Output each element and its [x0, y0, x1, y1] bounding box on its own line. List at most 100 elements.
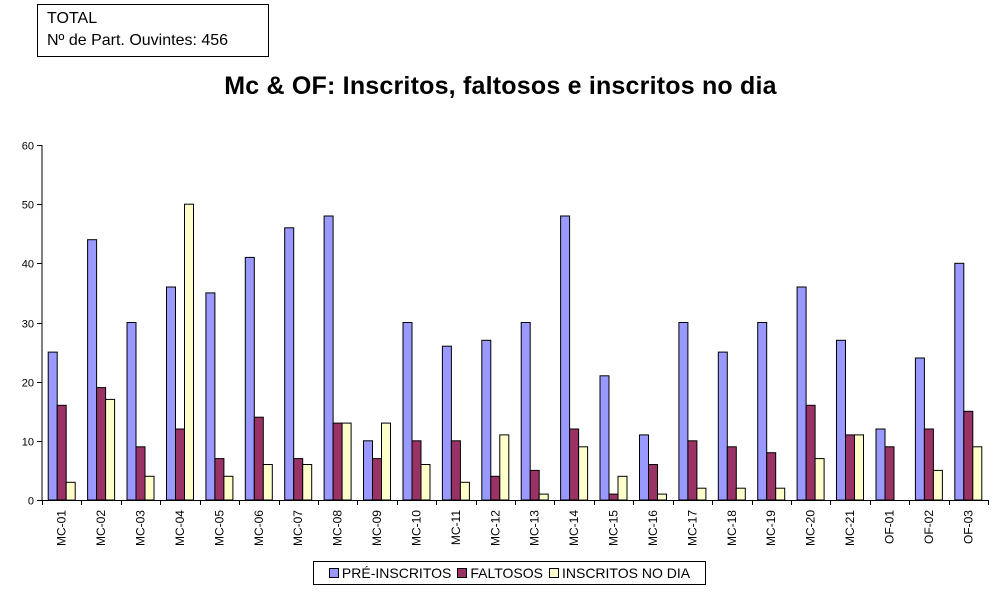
bar-faltosos-mc-19 — [766, 452, 777, 501]
bar-faltosos-mc-09 — [372, 458, 382, 501]
bar-faltosos-mc-15 — [608, 493, 619, 501]
x-tick-label: MC-17 — [685, 510, 699, 546]
bar-pr-inscritos-mc-20 — [796, 286, 807, 501]
legend-swatch-inscritos-no-dia — [548, 568, 559, 578]
bar-faltosos-mc-14 — [569, 428, 580, 501]
bar-pr-inscritos-mc-18 — [717, 351, 728, 501]
bar-faltosos-mc-01 — [56, 404, 67, 501]
bar-pr-inscritos-mc-01 — [47, 351, 58, 501]
bar-faltosos-mc-02 — [96, 387, 107, 501]
bar-pr-inscritos-mc-02 — [87, 239, 98, 501]
bar-inscritos-no-dia-mc-15 — [617, 475, 628, 501]
bar-pr-inscritos-mc-12 — [481, 339, 492, 501]
x-tick-label: OF-01 — [882, 510, 896, 544]
bar-pr-inscritos-mc-21 — [836, 339, 846, 501]
bar-faltosos-mc-16 — [648, 464, 658, 501]
bar-inscritos-no-dia-mc-19 — [775, 487, 786, 501]
bar-faltosos-mc-12 — [490, 475, 501, 501]
bar-inscritos-no-dia-mc-01 — [65, 481, 76, 501]
bar-inscritos-no-dia-mc-13 — [538, 493, 549, 501]
legend-item-inscritos-no-dia: INSCRITOS NO DIA — [548, 565, 690, 581]
bar-pr-inscritos-mc-15 — [599, 375, 610, 501]
bar-pr-inscritos-mc-09 — [363, 440, 373, 501]
x-tick-label: MC-13 — [528, 510, 542, 546]
bar-inscritos-no-dia-mc-02 — [105, 398, 116, 501]
bar-pr-inscritos-of-02 — [914, 357, 925, 501]
bar-pr-inscritos-mc-06 — [244, 256, 255, 501]
info-box: TOTAL Nº de Part. Ouvintes: 456 — [37, 4, 269, 57]
bar-pr-inscritos-mc-07 — [284, 227, 295, 501]
bar-inscritos-no-dia-mc-12 — [499, 434, 510, 501]
bar-inscritos-no-dia-of-03 — [972, 446, 983, 501]
bar-pr-inscritos-mc-17 — [678, 322, 689, 501]
x-tick-label: MC-05 — [212, 510, 226, 546]
bar-pr-inscritos-of-01 — [875, 428, 886, 501]
bar-faltosos-mc-07 — [293, 458, 304, 501]
bar-faltosos-mc-06 — [253, 416, 264, 501]
bar-pr-inscritos-mc-04 — [166, 286, 176, 501]
x-tick-label: OF-03 — [961, 510, 975, 544]
bar-faltosos-mc-13 — [529, 469, 540, 501]
x-tick-label: MC-07 — [291, 510, 305, 546]
bar-faltosos-mc-17 — [687, 440, 698, 501]
bar-pr-inscritos-mc-19 — [757, 322, 768, 501]
bar-pr-inscritos-of-03 — [954, 262, 965, 501]
bar-inscritos-no-dia-mc-20 — [814, 458, 825, 501]
legend-label-faltosos: FALTOSOS — [470, 565, 543, 581]
y-tick-label: 20 — [22, 378, 34, 390]
y-tick-label: 10 — [22, 437, 34, 449]
bar-faltosos-mc-03 — [135, 446, 146, 501]
bar-inscritos-no-dia-mc-09 — [381, 422, 391, 501]
x-tick-label: MC-15 — [607, 510, 621, 546]
bar-pr-inscritos-mc-05 — [205, 292, 216, 501]
chart-title: Mc & OF: Inscritos, faltosos e inscritos… — [224, 72, 777, 100]
bar-faltosos-mc-11 — [450, 440, 461, 501]
x-tick-label: MC-12 — [488, 510, 502, 546]
info-total-label: TOTAL — [47, 10, 98, 27]
x-tick-label: MC-06 — [252, 510, 266, 546]
x-tick-label: MC-09 — [370, 510, 384, 546]
y-tick-label: 60 — [22, 141, 34, 153]
x-tick-label: MC-01 — [55, 510, 69, 546]
x-tick-label: MC-16 — [646, 510, 660, 546]
y-tick-label: 40 — [22, 259, 34, 271]
x-tick-label: OF-02 — [922, 510, 936, 544]
bar-inscritos-no-dia-mc-11 — [459, 481, 470, 501]
bar-inscritos-no-dia-mc-18 — [735, 487, 746, 501]
legend-item-pre-inscritos: PRÉ-INSCRITOS — [328, 565, 451, 581]
bar-pr-inscritos-mc-13 — [520, 322, 531, 501]
bar-pr-inscritos-mc-11 — [441, 345, 452, 501]
y-tick-label: 50 — [22, 200, 34, 212]
bar-inscritos-no-dia-mc-14 — [578, 446, 589, 501]
bar-pr-inscritos-mc-08 — [323, 215, 334, 501]
x-tick-label: MC-20 — [804, 510, 818, 546]
bar-inscritos-no-dia-mc-21 — [854, 434, 864, 501]
bar-inscritos-no-dia-of-02 — [932, 469, 943, 501]
y-tick-label: 30 — [22, 319, 34, 331]
bar-pr-inscritos-mc-03 — [126, 322, 137, 501]
bar-faltosos-mc-21 — [845, 434, 855, 501]
bar-inscritos-no-dia-mc-07 — [302, 464, 313, 501]
x-tick-label: MC-10 — [409, 510, 423, 546]
info-participants-count: Nº de Part. Ouvintes: 456 — [47, 32, 229, 49]
bar-inscritos-no-dia-mc-05 — [223, 475, 234, 501]
bar-faltosos-of-01 — [884, 446, 895, 501]
bar-faltosos-mc-05 — [214, 458, 225, 501]
bar-inscritos-no-dia-mc-04 — [184, 203, 194, 501]
x-tick-label: MC-02 — [94, 510, 108, 546]
bar-pr-inscritos-mc-16 — [639, 434, 649, 501]
bar-inscritos-no-dia-mc-10 — [420, 464, 431, 501]
bar-inscritos-no-dia-mc-17 — [696, 487, 707, 501]
legend-swatch-pre-inscritos — [328, 568, 339, 578]
x-tick-label: MC-19 — [764, 510, 778, 546]
bar-inscritos-no-dia-mc-03 — [144, 475, 155, 501]
bar-pr-inscritos-mc-14 — [560, 215, 571, 501]
bar-faltosos-mc-10 — [411, 440, 422, 501]
bar-inscritos-no-dia-mc-16 — [657, 493, 667, 501]
bar-inscritos-no-dia-mc-08 — [341, 422, 352, 501]
bar-inscritos-no-dia-mc-06 — [262, 464, 273, 501]
chart-legend: PRÉ-INSCRITOS FALTOSOS INSCRITOS NO DIA — [313, 561, 706, 585]
bar-faltosos-mc-08 — [332, 422, 343, 501]
bar-faltosos-of-02 — [923, 428, 934, 501]
bar-faltosos-mc-20 — [805, 404, 816, 501]
